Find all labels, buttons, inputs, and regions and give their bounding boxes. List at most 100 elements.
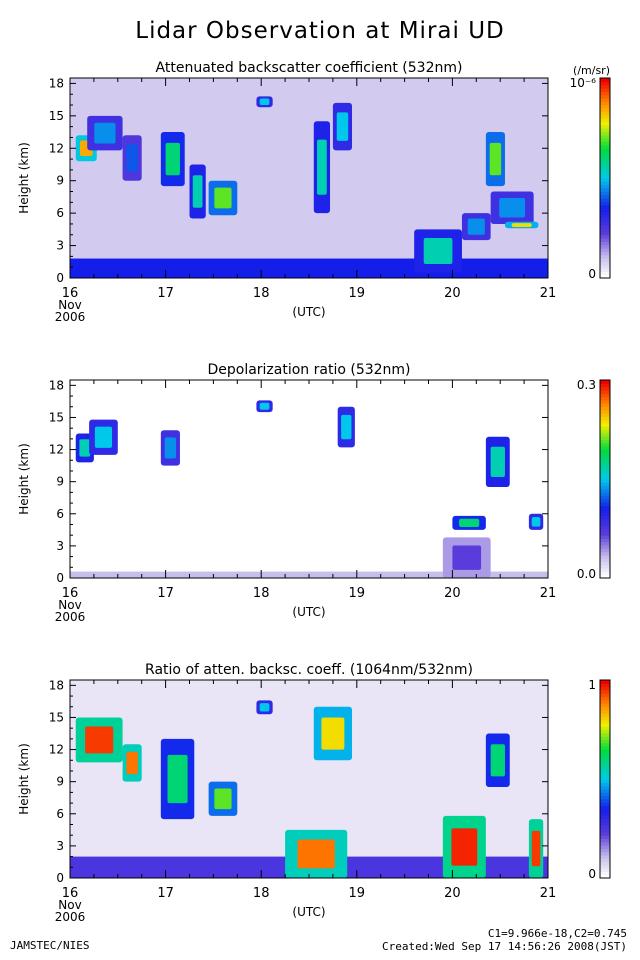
colorbar-cell bbox=[600, 775, 610, 780]
colorbar-cell bbox=[600, 574, 610, 579]
colorbar-cell bbox=[600, 124, 610, 129]
colorbar-cell bbox=[600, 114, 610, 119]
colorbar-cell bbox=[600, 201, 610, 206]
cloud-core bbox=[452, 545, 482, 570]
colorbar-cell bbox=[600, 118, 610, 122]
colorbar-cell bbox=[600, 739, 610, 744]
colorbar-cell bbox=[600, 495, 610, 500]
colorbar-cell bbox=[600, 191, 610, 196]
colorbar-cell bbox=[600, 505, 610, 510]
colorbar-cell bbox=[600, 689, 610, 694]
colorbar-cell bbox=[600, 101, 610, 106]
colorbar-cell bbox=[600, 261, 610, 266]
colorbar-cell bbox=[600, 178, 610, 182]
colorbar-cell bbox=[600, 168, 610, 172]
colorbar-cell bbox=[600, 825, 610, 830]
colorbar-cell bbox=[600, 224, 610, 229]
colorbar-cell bbox=[600, 742, 610, 747]
x-tick-label: 16 bbox=[62, 286, 79, 301]
colorbar-cell bbox=[600, 422, 610, 427]
panel-title: Depolarization ratio (532nm) bbox=[207, 362, 410, 378]
colorbar-cell bbox=[600, 111, 610, 116]
y-tick-label: 0 bbox=[56, 871, 64, 885]
x-tick-label: 19 bbox=[349, 586, 366, 601]
colorbar-cell bbox=[600, 693, 610, 698]
colorbar-cell bbox=[600, 264, 610, 269]
colorbar-cell bbox=[600, 121, 610, 126]
colorbar-cell bbox=[600, 399, 610, 404]
cloud-core bbox=[341, 414, 352, 440]
y-tick-label: 3 bbox=[56, 539, 64, 553]
cloud-core bbox=[259, 98, 270, 106]
colorbar-cell bbox=[600, 403, 610, 407]
colorbar-cell bbox=[600, 854, 610, 859]
x-tick-label: 16 bbox=[62, 886, 79, 901]
colorbar-cell bbox=[600, 181, 610, 186]
colorbar-cell bbox=[600, 561, 610, 566]
colorbar-cell bbox=[600, 864, 610, 869]
colorbar-cell bbox=[600, 475, 610, 480]
colorbar-cell bbox=[600, 719, 610, 724]
colorbar-cell bbox=[600, 722, 610, 727]
x-tick-label: 20 bbox=[444, 886, 461, 901]
colorbar-cell bbox=[600, 84, 610, 89]
colorbar-frame bbox=[599, 77, 611, 279]
colorbar-cell bbox=[600, 802, 610, 806]
cloud-core bbox=[167, 754, 188, 804]
y-axis-label: Height (km) bbox=[17, 142, 31, 213]
colorbar-cell bbox=[600, 251, 610, 256]
colorbar-cell bbox=[600, 752, 610, 757]
colorbar-cell bbox=[600, 244, 610, 249]
colorbar-cell bbox=[600, 759, 610, 764]
heatmap-field bbox=[70, 78, 548, 278]
colorbar-cell bbox=[600, 512, 610, 516]
colorbar-cell bbox=[600, 795, 610, 800]
colorbar-cell bbox=[600, 755, 610, 760]
colorbar-cell bbox=[600, 171, 610, 176]
colorbar-cell bbox=[600, 465, 610, 470]
colorbar-cell bbox=[600, 828, 610, 833]
colorbar-cell bbox=[600, 568, 610, 572]
cloud-core bbox=[94, 122, 116, 144]
panel-depolarization: Depolarization ratio (532nm) 0 3 6 9 12 15 18 He… bbox=[17, 362, 611, 624]
colorbar-cell bbox=[600, 845, 610, 849]
colorbar: 10⁻⁶ 0 (/m/sr) bbox=[570, 64, 611, 281]
cloud-core bbox=[214, 187, 232, 209]
colorbar-cell bbox=[600, 432, 610, 437]
colorbar-cell bbox=[600, 174, 610, 179]
cloud-core bbox=[499, 198, 526, 218]
colorbar-cell bbox=[600, 515, 610, 520]
colorbar-cell bbox=[600, 94, 610, 99]
colorbar-cell bbox=[600, 161, 610, 166]
colorbar-cell bbox=[600, 151, 610, 156]
y-tick-label: 0 bbox=[56, 271, 64, 285]
colorbar-cell bbox=[600, 518, 610, 523]
colorbar-cell bbox=[600, 858, 610, 863]
x-date-label: Nov bbox=[58, 298, 81, 312]
x-date-label: Nov bbox=[58, 898, 81, 912]
y-axis-label: Height (km) bbox=[17, 743, 31, 814]
colorbar-cell bbox=[600, 706, 610, 711]
x-tick-label: 18 bbox=[253, 586, 270, 601]
colorbar-cell bbox=[600, 571, 610, 576]
cloud-core bbox=[126, 144, 138, 172]
footer-created: Created:Wed Sep 17 14:56:26 2008(JST) bbox=[382, 940, 627, 953]
x-date-label: 2006 bbox=[55, 910, 86, 924]
colorbar-cell bbox=[600, 241, 610, 246]
colorbar-cell bbox=[600, 686, 610, 691]
y-tick-label: 18 bbox=[49, 76, 64, 90]
colorbar-cell bbox=[600, 472, 610, 477]
colorbar: 0.3 0.0 bbox=[577, 378, 611, 581]
x-date-label: 2006 bbox=[55, 610, 86, 624]
heatmap-field bbox=[70, 380, 548, 578]
x-tick-label: 17 bbox=[157, 886, 174, 901]
colorbar-cell bbox=[600, 558, 610, 563]
colorbar-cell bbox=[600, 138, 610, 142]
colorbar-cell bbox=[600, 782, 610, 787]
y-tick-label: 6 bbox=[56, 507, 64, 521]
colorbar-cell bbox=[600, 821, 610, 826]
panel-title: Attenuated backscatter coefficient (532n… bbox=[156, 60, 463, 76]
cloud-core bbox=[164, 437, 177, 459]
y-tick-label: 9 bbox=[56, 475, 64, 489]
panel-title: Ratio of atten. backsc. coeff. (1064nm/5… bbox=[145, 662, 473, 678]
